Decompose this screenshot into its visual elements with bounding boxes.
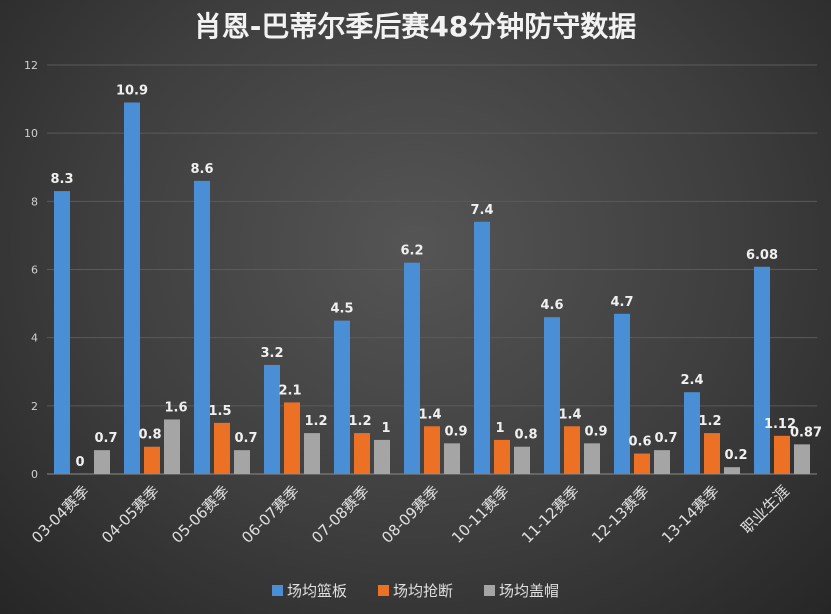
data-label: 4.7 [610, 295, 633, 310]
data-label: 2.4 [680, 373, 703, 388]
data-label: 6.08 [746, 248, 778, 263]
data-label: 2.1 [278, 383, 301, 398]
bar-场均抢断 [424, 426, 440, 474]
bar-场均篮板 [474, 221, 490, 474]
data-label: 0.9 [444, 424, 467, 439]
bar-场均篮板 [264, 364, 280, 474]
bar-场均抢断 [564, 426, 580, 474]
bar-场均抢断 [354, 433, 370, 474]
y-tick-label: 4 [31, 332, 38, 345]
x-tick-label: 11-12赛季 [518, 482, 583, 547]
data-label: 10.9 [116, 83, 148, 98]
data-label: 3.2 [260, 346, 283, 361]
bar-场均盖帽 [584, 443, 600, 474]
x-tick-label: 10-11赛季 [448, 482, 513, 547]
y-tick-label: 12 [24, 59, 38, 72]
legend-label: 场均盖帽 [499, 582, 559, 600]
bar-场均盖帽 [164, 419, 180, 474]
data-label: 0.6 [628, 435, 651, 450]
bar-场均篮板 [754, 266, 770, 474]
data-label: 8.6 [190, 162, 213, 177]
bar-场均盖帽 [304, 433, 320, 474]
bar-场均篮板 [54, 191, 70, 474]
data-label: 6.2 [400, 244, 423, 259]
bar-场均篮板 [194, 180, 210, 474]
bar-场均抢断 [634, 453, 650, 474]
data-label: 1.12 [764, 417, 796, 432]
data-label: 0.7 [654, 431, 677, 446]
data-label: 8.3 [50, 172, 73, 187]
data-label: 1 [381, 421, 390, 436]
bar-场均抢断 [214, 422, 230, 474]
x-tick-label: 12-13赛季 [588, 482, 653, 547]
legend-label: 场均篮板 [287, 582, 347, 600]
bar-场均抢断 [774, 435, 790, 474]
data-label: 0.7 [94, 431, 117, 446]
bar-场均盖帽 [234, 450, 250, 474]
bar-场均篮板 [614, 313, 630, 474]
x-tick-label: 06-07赛季 [238, 482, 303, 547]
x-tick-label: 04-05赛季 [98, 482, 163, 547]
bar-场均盖帽 [374, 439, 390, 474]
bar-场均抢断 [494, 439, 510, 474]
y-tick-label: 10 [24, 127, 38, 140]
data-label: 1.5 [208, 404, 231, 419]
x-tick-label: 08-09赛季 [378, 482, 443, 547]
data-label: 4.6 [540, 298, 563, 313]
data-label: 1.4 [418, 407, 441, 422]
bar-场均盖帽 [514, 446, 530, 474]
chart-title: 肖恩-巴蒂尔季后赛48分钟防守数据 [194, 10, 637, 43]
data-label: 1 [495, 421, 504, 436]
y-tick-label: 2 [31, 400, 38, 413]
data-label: 1.6 [164, 400, 187, 415]
y-tick-label: 8 [31, 195, 38, 208]
x-tick-label: 07-08赛季 [308, 482, 373, 547]
data-label: 1.2 [348, 414, 371, 429]
data-label: 1.2 [304, 414, 327, 429]
legend-swatch [484, 585, 495, 596]
data-label: 0 [75, 455, 84, 470]
data-label: 7.4 [470, 203, 493, 218]
bar-场均篮板 [404, 262, 420, 474]
data-label: 0.2 [724, 448, 747, 463]
bar-场均抢断 [704, 433, 720, 474]
bar-场均抢断 [284, 402, 300, 474]
bar-场均篮板 [334, 320, 350, 474]
x-tick-label: 13-14赛季 [658, 482, 723, 547]
data-label: 1.2 [698, 414, 721, 429]
bar-场均抢断 [144, 446, 160, 474]
data-label: 0.8 [138, 428, 161, 443]
x-tick-label: 职业生涯 [738, 482, 793, 537]
legend-swatch [272, 585, 283, 596]
bar-场均篮板 [684, 392, 700, 474]
bar-场均篮板 [124, 102, 140, 474]
legend-label: 场均抢断 [393, 582, 453, 600]
bar-场均盖帽 [444, 443, 460, 474]
y-tick-label: 6 [31, 264, 38, 277]
bar-场均盖帽 [654, 450, 670, 474]
data-label: 0.8 [514, 428, 537, 443]
bar-场均盖帽 [724, 467, 740, 474]
data-label: 0.87 [790, 425, 822, 440]
x-tick-label: 03-04赛季 [28, 482, 93, 547]
bar-场均盖帽 [94, 450, 110, 474]
data-label: 4.5 [330, 302, 353, 317]
data-label: 0.7 [234, 431, 257, 446]
legend-swatch [378, 585, 389, 596]
data-label: 0.9 [584, 424, 607, 439]
bar-场均篮板 [544, 317, 560, 474]
bar-场均盖帽 [794, 444, 810, 474]
data-label: 1.4 [558, 407, 581, 422]
x-tick-label: 05-06赛季 [168, 482, 233, 547]
y-tick-label: 0 [31, 468, 38, 481]
